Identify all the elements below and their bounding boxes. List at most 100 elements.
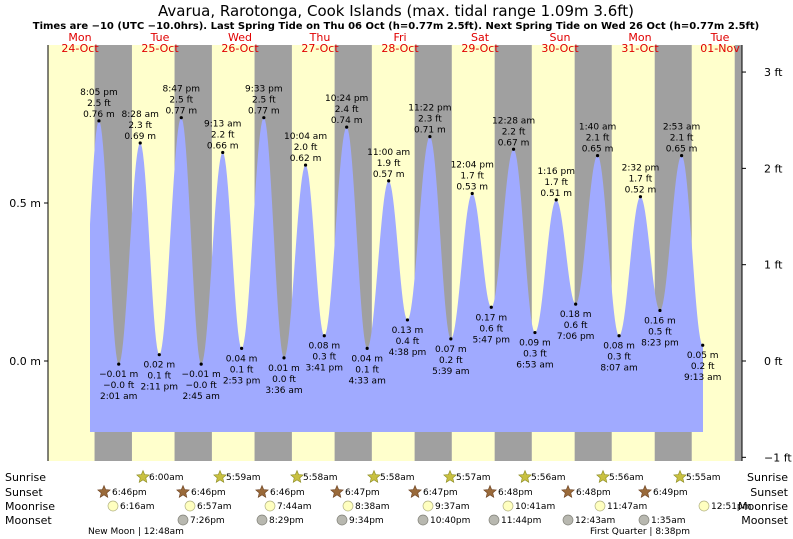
tide-time: 8:05 pm <box>80 88 118 98</box>
tide-feet: 1.9 ft <box>377 159 401 169</box>
tide-metres: 0.51 m <box>540 189 572 199</box>
tide-point <box>322 334 326 338</box>
tide-time: 10:04 am <box>284 132 327 142</box>
right-tick-label: −1 ft <box>764 451 792 464</box>
sunrise-time: 5:56am <box>531 473 566 483</box>
sunrise-icon <box>673 469 687 483</box>
tide-feet: 0.2 ft <box>691 362 715 372</box>
tide-point <box>595 154 600 158</box>
sunrise-time: 5:55am <box>686 473 721 483</box>
row-label-left-moonrise: Moonrise <box>5 500 55 513</box>
tide-time: 9:13 am <box>204 119 241 129</box>
tide-point <box>387 179 391 183</box>
sunrise-time: 5:59am <box>226 473 261 483</box>
moonset-icon <box>336 514 348 526</box>
tide-feet: 0.0 ft <box>272 375 296 385</box>
left-tick-label: 0.5 m <box>9 197 41 210</box>
tide-feet: 2.1 ft <box>670 134 694 144</box>
tide-metres: 0.62 m <box>290 154 322 164</box>
sunset-icon <box>255 484 269 498</box>
tide-point <box>138 141 142 145</box>
right-tick-label: 3 ft <box>764 66 783 79</box>
moonset-time: 8:29pm <box>269 516 304 526</box>
tide-metres: 0.17 m <box>475 313 507 323</box>
tide-time: 12:04 pm <box>451 161 494 171</box>
sunrise-icon <box>596 469 610 483</box>
moonrise-icon <box>422 500 434 512</box>
sunrise-time: 6:00am <box>149 473 184 483</box>
tide-point <box>221 150 225 155</box>
tide-feet: 0.3 ft <box>312 353 336 363</box>
day-date: 31-Oct <box>621 42 659 55</box>
tide-metres: 0.77 m <box>165 107 197 117</box>
day-date: 01-Nov <box>700 42 740 55</box>
tide-time: 9:33 pm <box>245 85 283 95</box>
tide-point <box>449 337 453 341</box>
tide-feet: 1.7 ft <box>460 172 484 182</box>
sunset-time: 6:46pm <box>270 488 305 498</box>
tide-feet: 0.3 ft <box>523 350 547 360</box>
tide-feet: 2.5 ft <box>169 96 193 106</box>
tide-time: 5:47 pm <box>472 335 510 345</box>
row-label-right-moonrise: Moonrise <box>738 500 788 513</box>
moonset-icon <box>562 514 574 526</box>
tide-feet: 2.3 ft <box>418 115 442 125</box>
sunset-icon <box>176 484 190 498</box>
tide-time: 2:32 pm <box>622 164 660 174</box>
day-date: 26-Oct <box>221 42 259 55</box>
tide-point <box>680 154 684 158</box>
tide-point <box>262 116 266 120</box>
tide-labels: 8:05 pm2.5 ft0.76 m−0.01 m−0.0 ft2:01 am… <box>80 85 721 402</box>
tide-metres: 0.71 m <box>414 126 446 136</box>
tide-feet: 2.1 ft <box>586 134 610 144</box>
row-label-left-sunset: Sunset <box>5 486 43 499</box>
tide-time: 1:40 am <box>579 123 616 133</box>
sunrise-icon <box>290 469 304 483</box>
tide-area <box>90 117 703 432</box>
tide-feet: 1.7 ft <box>544 178 568 188</box>
day-date: 27-Oct <box>301 42 339 55</box>
tide-metres: 0.18 m <box>560 310 592 320</box>
tide-time: 8:47 pm <box>162 85 200 95</box>
sunrise-icon <box>213 469 227 483</box>
tide-metres: 0.77 m <box>248 107 280 117</box>
tide-feet: 0.4 ft <box>396 337 420 347</box>
tide-metres: 0.76 m <box>83 110 115 120</box>
tide-feet: 0.5 ft <box>648 327 672 337</box>
sunrise-icon <box>136 469 150 483</box>
moonset-icon <box>638 514 650 526</box>
sunrise-icon <box>518 469 532 483</box>
tide-time: 11:22 pm <box>408 104 451 114</box>
tide-feet: 0.3 ft <box>607 353 631 363</box>
tide-metres: 0.52 m <box>625 186 657 196</box>
tide-time: 2:53 am <box>663 123 700 133</box>
sunrise-icon <box>443 469 457 483</box>
tide-point <box>533 330 537 335</box>
moonset-time: 10:40pm <box>430 516 470 526</box>
tide-metres: 0.09 m <box>519 339 551 349</box>
tide-point <box>428 135 432 139</box>
sunset-icon <box>97 484 111 498</box>
right-tick-label: 0 ft <box>764 355 783 368</box>
day-name: Tue <box>710 31 730 44</box>
day-name: Mon <box>68 31 91 44</box>
tide-feet: 0.6 ft <box>479 324 503 334</box>
tide-metres: 0.74 m <box>331 116 363 126</box>
tide-point <box>658 308 662 313</box>
tide-metres: 0.08 m <box>603 342 635 352</box>
tide-point <box>470 191 474 196</box>
tide-time: 11:00 am <box>367 148 410 158</box>
axes: 0.5 m 0.0 m 3 ft 2 ft 1 ft 0 ft −1 ft <box>9 45 792 464</box>
moonrise-time: 6:57am <box>197 502 232 512</box>
tide-point <box>405 318 410 322</box>
tide-point <box>574 302 578 306</box>
sunset-time: 6:49pm <box>653 488 688 498</box>
tide-metres: 0.69 m <box>124 132 156 142</box>
sunrise-icon <box>367 469 381 483</box>
tide-time: 4:33 am <box>348 376 385 386</box>
tide-feet: 2.2 ft <box>211 130 235 140</box>
sunset-time: 6:48pm <box>498 488 533 498</box>
sunrise-time: 5:58am <box>380 473 415 483</box>
